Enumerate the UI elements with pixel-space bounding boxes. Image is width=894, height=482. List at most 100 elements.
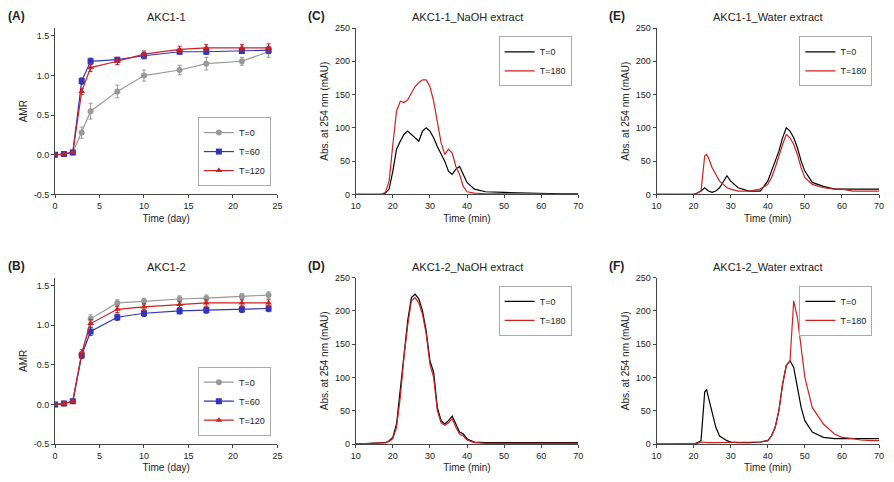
- svg-text:50: 50: [340, 156, 350, 166]
- svg-text:25: 25: [272, 201, 282, 211]
- svg-text:20: 20: [228, 201, 238, 211]
- svg-text:T=0: T=0: [840, 297, 856, 307]
- svg-text:T=0: T=0: [540, 47, 556, 57]
- svg-text:70: 70: [573, 451, 583, 461]
- svg-text:T=180: T=180: [840, 66, 866, 76]
- svg-text:70: 70: [874, 201, 884, 211]
- svg-text:1.5: 1.5: [37, 281, 50, 291]
- svg-text:(C): (C): [308, 9, 325, 23]
- svg-text:Time (min): Time (min): [744, 213, 791, 224]
- svg-text:T=180: T=180: [840, 316, 866, 326]
- svg-text:60: 60: [837, 201, 847, 211]
- svg-text:Time (min): Time (min): [443, 213, 490, 224]
- svg-text:Time (day): Time (day): [143, 462, 190, 473]
- svg-text:200: 200: [335, 306, 350, 316]
- svg-text:1.0: 1.0: [37, 320, 50, 330]
- svg-text:1.5: 1.5: [37, 31, 50, 41]
- svg-text:0.5: 0.5: [37, 360, 50, 370]
- svg-text:200: 200: [636, 56, 651, 66]
- svg-text:10: 10: [652, 201, 662, 211]
- svg-text:150: 150: [636, 90, 651, 100]
- svg-text:30: 30: [425, 201, 435, 211]
- svg-text:60: 60: [837, 451, 847, 461]
- svg-text:100: 100: [335, 373, 350, 383]
- svg-text:0: 0: [646, 190, 651, 200]
- svg-text:0: 0: [646, 439, 651, 449]
- svg-text:50: 50: [800, 201, 810, 211]
- svg-text:T=120: T=120: [239, 166, 265, 176]
- svg-text:Time (min): Time (min): [443, 462, 490, 473]
- svg-text:250: 250: [335, 23, 350, 33]
- svg-text:20: 20: [388, 201, 398, 211]
- svg-text:0: 0: [345, 439, 350, 449]
- svg-text:Abs. at 254 nm (mAU): Abs. at 254 nm (mAU): [620, 62, 631, 161]
- svg-text:250: 250: [335, 273, 350, 283]
- svg-text:20: 20: [689, 201, 699, 211]
- svg-text:0.0: 0.0: [37, 400, 50, 410]
- svg-text:60: 60: [536, 451, 546, 461]
- svg-text:50: 50: [641, 406, 651, 416]
- svg-text:100: 100: [335, 123, 350, 133]
- svg-text:0: 0: [52, 201, 57, 211]
- svg-text:10: 10: [351, 201, 361, 211]
- svg-text:25: 25: [272, 451, 282, 461]
- svg-text:AMR: AMR: [18, 100, 29, 122]
- svg-text:20: 20: [689, 451, 699, 461]
- svg-text:Abs. at 254 nm (mAU): Abs. at 254 nm (mAU): [319, 62, 330, 161]
- svg-text:5: 5: [97, 451, 102, 461]
- svg-text:250: 250: [636, 23, 651, 33]
- svg-text:AKC1-1_NaOH extract: AKC1-1_NaOH extract: [412, 11, 523, 23]
- svg-text:250: 250: [636, 273, 651, 283]
- svg-text:0: 0: [345, 190, 350, 200]
- svg-text:0.0: 0.0: [37, 150, 50, 160]
- svg-text:60: 60: [536, 201, 546, 211]
- svg-text:0: 0: [52, 451, 57, 461]
- svg-text:AKC1-2: AKC1-2: [147, 261, 186, 273]
- svg-text:(E): (E): [609, 9, 625, 23]
- svg-text:100: 100: [636, 373, 651, 383]
- svg-text:50: 50: [800, 451, 810, 461]
- svg-text:Time (min): Time (min): [744, 462, 791, 473]
- svg-text:T=180: T=180: [540, 316, 566, 326]
- svg-text:T=180: T=180: [540, 66, 566, 76]
- svg-text:AKC1-2_NaOH extract: AKC1-2_NaOH extract: [412, 261, 523, 273]
- svg-text:(F): (F): [609, 259, 624, 273]
- svg-text:30: 30: [726, 451, 736, 461]
- svg-text:40: 40: [763, 201, 773, 211]
- svg-text:30: 30: [726, 201, 736, 211]
- svg-text:50: 50: [340, 406, 350, 416]
- svg-text:Time (day): Time (day): [143, 213, 190, 224]
- svg-text:(A): (A): [8, 9, 25, 23]
- svg-text:30: 30: [425, 451, 435, 461]
- svg-text:150: 150: [335, 90, 350, 100]
- svg-text:100: 100: [636, 123, 651, 133]
- svg-text:70: 70: [874, 451, 884, 461]
- svg-text:40: 40: [462, 451, 472, 461]
- svg-text:AKC1-1: AKC1-1: [147, 11, 186, 23]
- svg-text:(B): (B): [8, 259, 25, 273]
- svg-text:T=60: T=60: [239, 147, 260, 157]
- svg-text:T=60: T=60: [239, 397, 260, 407]
- svg-text:AMR: AMR: [18, 350, 29, 372]
- svg-text:50: 50: [499, 201, 509, 211]
- svg-text:10: 10: [139, 201, 149, 211]
- svg-text:-0.5: -0.5: [34, 439, 50, 449]
- svg-text:150: 150: [335, 339, 350, 349]
- svg-text:Abs. at 254 nm (mAU): Abs. at 254 nm (mAU): [620, 311, 631, 410]
- svg-text:10: 10: [139, 451, 149, 461]
- svg-text:20: 20: [228, 451, 238, 461]
- svg-text:40: 40: [763, 451, 773, 461]
- svg-text:200: 200: [335, 56, 350, 66]
- svg-text:0.5: 0.5: [37, 110, 50, 120]
- svg-text:1.0: 1.0: [37, 71, 50, 81]
- svg-text:150: 150: [636, 339, 651, 349]
- svg-text:T=0: T=0: [239, 128, 255, 138]
- svg-text:40: 40: [462, 201, 472, 211]
- svg-text:AKC1-1_Water extract: AKC1-1_Water extract: [713, 11, 823, 23]
- svg-text:10: 10: [652, 451, 662, 461]
- svg-text:AKC1-2_Water extract: AKC1-2_Water extract: [713, 261, 823, 273]
- svg-text:Abs. at 254 nm (mAU): Abs. at 254 nm (mAU): [319, 311, 330, 410]
- svg-text:15: 15: [183, 201, 193, 211]
- svg-text:15: 15: [183, 451, 193, 461]
- svg-text:50: 50: [641, 156, 651, 166]
